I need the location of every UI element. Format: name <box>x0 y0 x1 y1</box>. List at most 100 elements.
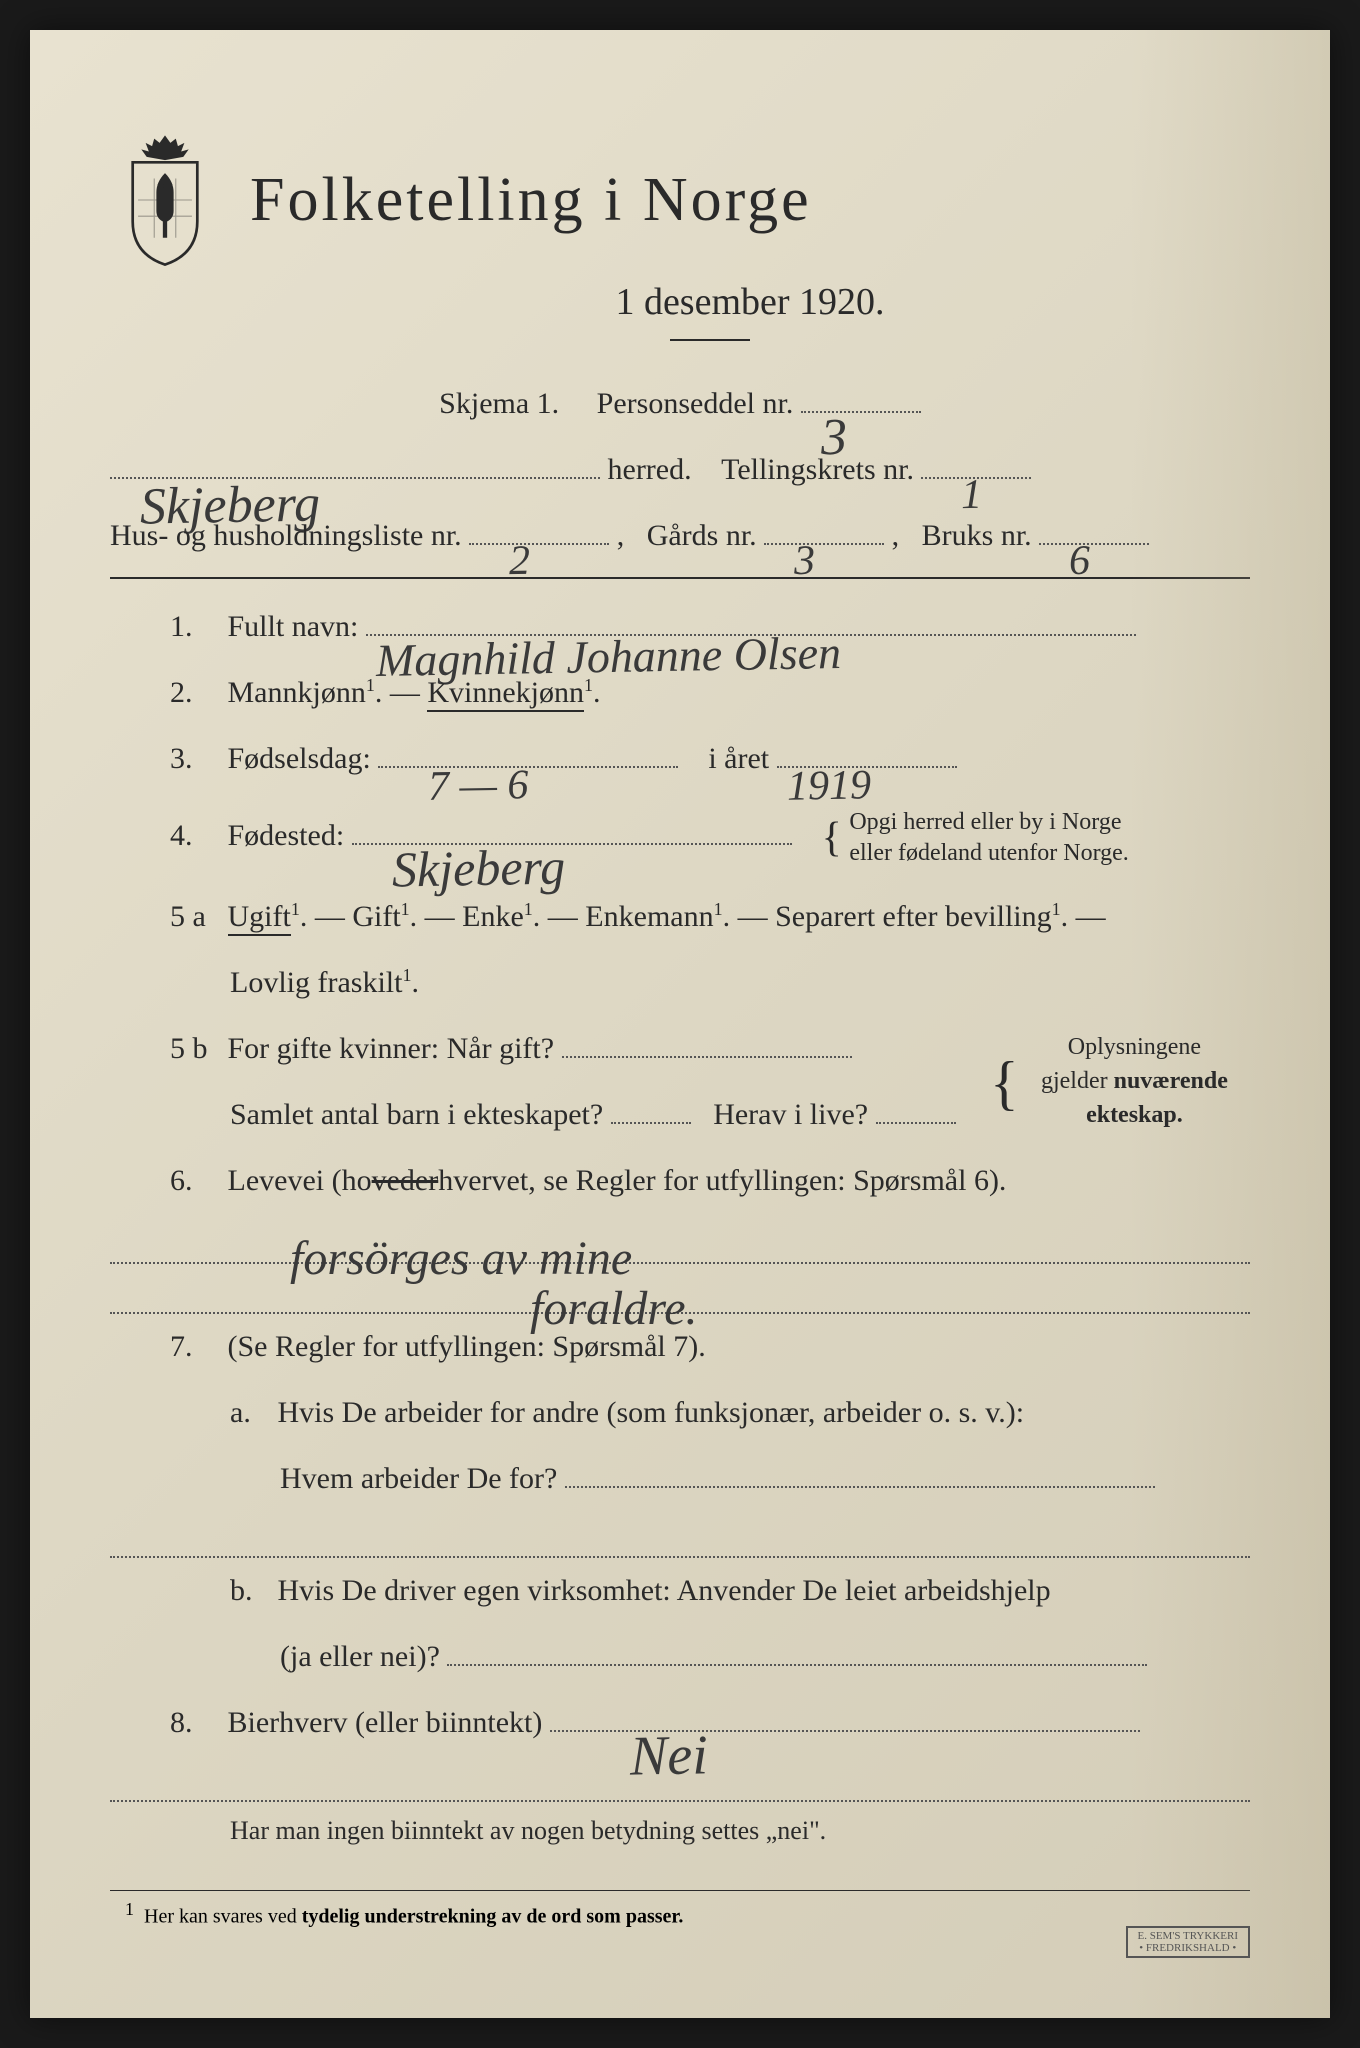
q3-num: 3. <box>170 726 220 792</box>
sup-6: 1 <box>714 899 723 919</box>
crest-svg <box>110 130 220 270</box>
q6-label2: hvervet, se Regler for utfyllingen: Spør… <box>438 1164 1006 1197</box>
gards-field: 3 <box>764 543 884 545</box>
q7b-line2: (ja eller nei)? <box>110 1624 1250 1690</box>
q2-mann: Mannkjønn <box>228 676 366 709</box>
footnote-bold: tydelig understrekning av de ord som pas… <box>302 1905 684 1927</box>
q5b-label2a: Samlet antal barn i ekteskapet? <box>230 1098 603 1131</box>
skjema-label: Skjema 1. <box>439 387 559 420</box>
q7b-field <box>447 1664 1147 1666</box>
q5a-fraskilt: Lovlig fraskilt <box>230 966 402 999</box>
footnote-text-wrap: Her kan svares ved tydelig understreknin… <box>144 1905 683 1927</box>
q8-note: Har man ingen biinntekt av nogen betydni… <box>110 1802 1250 1859</box>
q6-field2: foraldre. <box>110 1264 1250 1314</box>
header-row: Folketelling i Norge <box>110 130 1250 270</box>
norwegian-crest-icon <box>110 130 220 270</box>
q8-field: Nei <box>550 1730 1140 1732</box>
q5a-enke: Enke <box>462 900 524 933</box>
q2-line: 2. Mannkjønn1. — Kvinnekjønn1. <box>110 660 1250 726</box>
husliste-line: Hus- og husholdningsliste nr. 2 , Gårds … <box>110 503 1250 569</box>
q7a-text1: Hvis De arbeider for andre (som funksjon… <box>278 1396 1025 1429</box>
q5b-note1: Oplysningene <box>1068 1034 1201 1060</box>
q5b-field3 <box>876 1122 956 1124</box>
q7a-field <box>565 1486 1155 1488</box>
q5a-line1: 5 a Ugift1. — Gift1. — Enke1. — Enkemann… <box>110 884 1250 950</box>
q7a-label: a. <box>230 1380 270 1446</box>
skjema-line: Skjema 1. Personseddel nr. 3 <box>110 371 1250 437</box>
census-form-document: Folketelling i Norge 1 desember 1920. Sk… <box>30 30 1330 2018</box>
q3-daymonth-field: 7 — 6 <box>378 766 678 768</box>
q5b-field2 <box>611 1122 691 1124</box>
document-title: Folketelling i Norge <box>250 165 812 236</box>
q5a-enkemann: Enkemann <box>585 900 713 933</box>
tellingskrets-field: 1 <box>921 477 1031 479</box>
q4-label: Fødested: <box>228 819 345 852</box>
q2-num: 2. <box>170 660 220 726</box>
q3-year-label: i året <box>708 742 769 775</box>
q4-field: Skjeberg <box>352 843 792 845</box>
sup-7: 1 <box>1052 899 1061 919</box>
q2-kvinne: Kvinnekjønn <box>427 676 584 712</box>
q5a-gift: Gift <box>352 900 400 933</box>
q7-label: (Se Regler for utfyllingen: Spørsmål 7). <box>228 1330 706 1363</box>
q7b-text1: Hvis De driver egen virksomhet: Anvender… <box>278 1574 1051 1607</box>
sup-4: 1 <box>401 899 410 919</box>
q4-num: 4. <box>170 803 220 869</box>
q8-label: Bierhverv (eller biinntekt) <box>228 1706 543 1739</box>
q1-label: Fullt navn: <box>228 610 359 643</box>
q7a-text2: Hvem arbeider De for? <box>280 1462 557 1495</box>
q1-num: 1. <box>170 594 220 660</box>
q7-line: 7. (Se Regler for utfyllingen: Spørsmål … <box>110 1314 1250 1380</box>
herred-label: herred. <box>608 453 692 486</box>
q5b-label1: For gifte kvinner: Når gift? <box>228 1032 555 1065</box>
q8-line2 <box>110 1756 1250 1802</box>
sup-8: 1 <box>402 965 411 985</box>
personseddel-label: Personseddel nr. <box>597 387 794 420</box>
gards-label: Gårds nr. <box>647 519 757 552</box>
q5a-line2: Lovlig fraskilt1. <box>110 950 1250 1016</box>
sup-5: 1 <box>524 899 533 919</box>
q5b-label2b: Herav i live? <box>713 1098 868 1131</box>
herred-line: Skjeberg herred. Tellingskrets nr. 1 <box>110 437 1250 503</box>
brace-icon: { <box>822 815 842 861</box>
q5b-line1: 5 b For gifte kvinner: Når gift? { Oplys… <box>110 1016 1250 1082</box>
q5a-num: 5 a <box>170 884 220 950</box>
q4-note: Opgi herred eller by i Norge eller fødel… <box>849 807 1128 869</box>
q8-line: 8. Bierhverv (eller biinntekt) Nei <box>110 1690 1250 1756</box>
q7a-line1: a. Hvis De arbeider for andre (som funks… <box>110 1380 1250 1446</box>
q5b-line2: Samlet antal barn i ekteskapet? Herav i … <box>110 1082 1250 1148</box>
q5a-ugift: Ugift <box>228 900 291 936</box>
bruks-label: Bruks nr. <box>922 519 1032 552</box>
printer-line2: • FREDRIKSHALD • <box>1139 1942 1236 1954</box>
q6-label1: Levevei (ho <box>228 1164 372 1197</box>
q4-note2: eller fødeland utenfor Norge. <box>849 840 1128 866</box>
q7a-line2: Hvem arbeider De for? <box>110 1446 1250 1512</box>
q1-field: Magnhild Johanne Olsen <box>366 634 1136 636</box>
footnote-marker: 1 <box>125 1899 134 1919</box>
q7a-line3 <box>110 1512 1250 1558</box>
q5a-separert: Separert efter bevilling <box>775 900 1052 933</box>
q3-line: 3. Fødselsdag: 7 — 6 i året 1919 <box>110 726 1250 792</box>
q8-field2 <box>110 1756 1250 1802</box>
q7a-field2 <box>110 1512 1250 1558</box>
q6-num: 6. <box>170 1148 220 1214</box>
herred-field: Skjeberg <box>110 477 600 479</box>
q5b-num: 5 b <box>170 1016 220 1082</box>
q5b-field1 <box>562 1056 852 1058</box>
q6-struck: veder <box>372 1164 439 1197</box>
sup-1: 1 <box>366 675 375 695</box>
husliste-field: 2 <box>469 543 609 545</box>
q7-num: 7. <box>170 1314 220 1380</box>
date-line: 1 desember 1920. <box>250 280 1250 324</box>
q3-label: Fødselsdag: <box>228 742 371 775</box>
husliste-label: Hus- og husholdningsliste nr. <box>110 519 462 552</box>
sup-2: 1 <box>584 675 593 695</box>
q7b-text2: (ja eller nei)? <box>280 1640 440 1673</box>
q6-line: 6. Levevei (hovederhvervet, se Regler fo… <box>110 1148 1250 1214</box>
q3-year-field: 1919 <box>777 766 957 768</box>
q4-note1: Opgi herred eller by i Norge <box>849 809 1121 835</box>
bruks-field: 6 <box>1039 543 1149 545</box>
personseddel-field: 3 <box>801 411 921 413</box>
q7b-line1: b. Hvis De driver egen virksomhet: Anven… <box>110 1558 1250 1624</box>
sup-3: 1 <box>291 899 300 919</box>
